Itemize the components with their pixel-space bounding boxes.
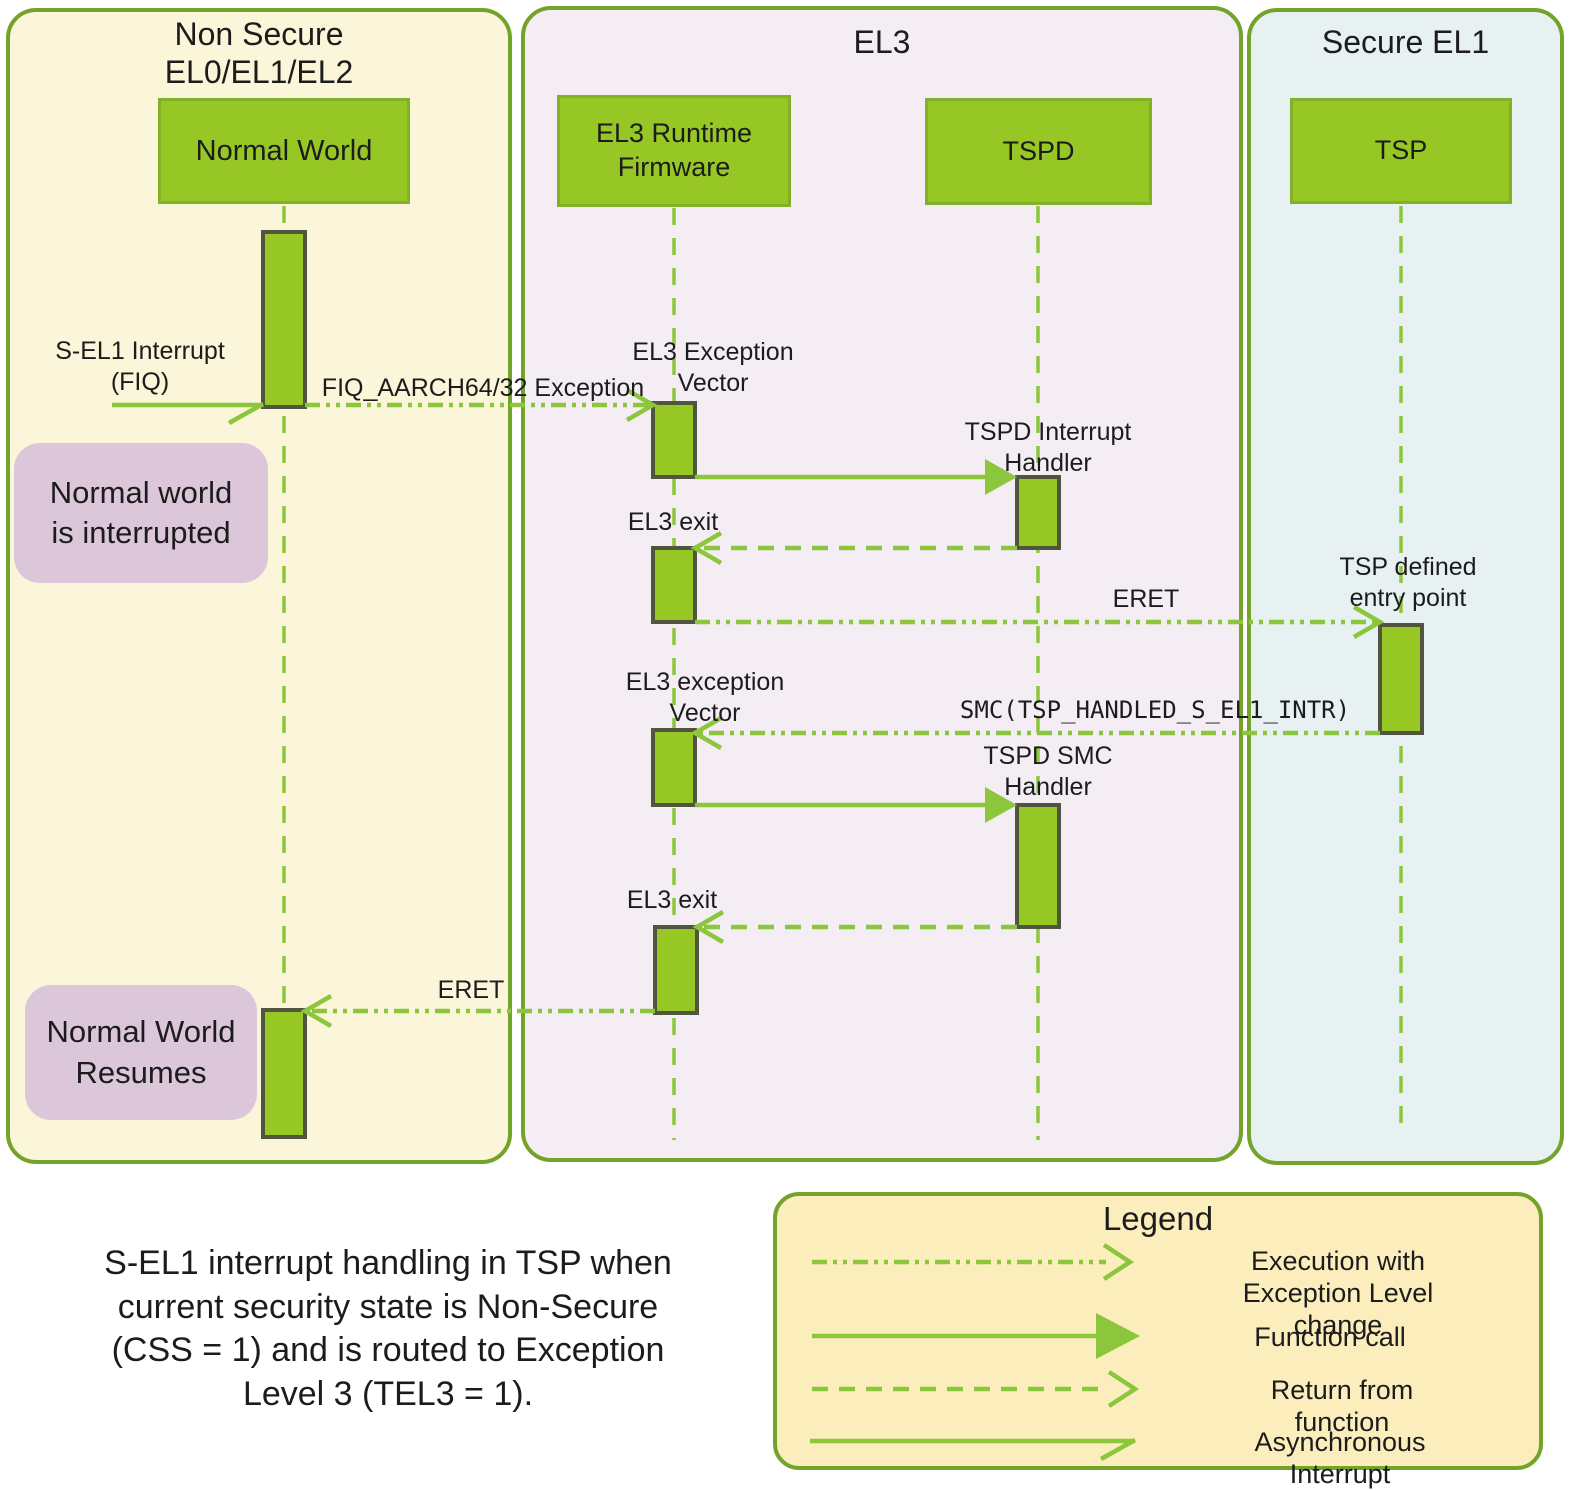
label-el3-exception-vector-2: EL3 exception Vector bbox=[625, 668, 785, 727]
label-tsp-entry-point: TSP defined entry point bbox=[1339, 553, 1477, 612]
legend-label-function-call: Function call bbox=[1254, 1322, 1406, 1352]
note-normal-world-interrupted: Normal world is interrupted bbox=[14, 443, 268, 583]
lane-title-el3: EL3 bbox=[853, 24, 911, 60]
actor-el3-runtime-firmware: EL3 Runtime Firmware bbox=[557, 95, 791, 207]
actor-tsp: TSP bbox=[1290, 98, 1512, 204]
label-tspd-interrupt-handler: TSPD Interrupt Handler bbox=[964, 418, 1132, 477]
label-el3-exception-vector-1: EL3 Exception Vector bbox=[632, 338, 794, 397]
label-tspd-smc-handler: TSPD SMC Handler bbox=[983, 742, 1113, 801]
actor-normal-world: Normal World bbox=[158, 98, 410, 204]
label-eret-to-tsp: ERET bbox=[1112, 585, 1180, 613]
legend-label-return-from-function: Return from function bbox=[1270, 1375, 1414, 1437]
actor-tspd: TSPD bbox=[925, 98, 1152, 205]
label-smc-call: SMC(TSP_HANDLED_S_EL1_INTR) bbox=[959, 696, 1351, 724]
lane-title-non-secure: Non Secure EL0/EL1/EL2 bbox=[164, 16, 354, 90]
note-normal-world-resumes: Normal World Resumes bbox=[25, 985, 257, 1120]
label-eret-to-normal-world: ERET bbox=[437, 976, 505, 1004]
diagram-caption: S-EL1 interrupt handling in TSP when cur… bbox=[104, 1244, 672, 1413]
label-s-el1-interrupt: S-EL1 Interrupt (FIQ) bbox=[55, 337, 225, 396]
label-fiq-exception: FIQ_AARCH64/32 Exception bbox=[321, 374, 645, 402]
legend-title: Legend bbox=[1102, 1200, 1214, 1237]
label-el3-exit-1: EL3 exit bbox=[627, 508, 719, 536]
legend-label-asynchronous-interrupt: Asynchronous Interrupt bbox=[1254, 1427, 1426, 1489]
lane-title-secure-el1: Secure EL1 bbox=[1321, 24, 1490, 60]
legend-box bbox=[773, 1192, 1543, 1470]
label-el3-exit-2: EL3 exit bbox=[626, 886, 718, 914]
legend-label-execution-el-change: Execution with Exception Level change bbox=[1242, 1246, 1434, 1340]
